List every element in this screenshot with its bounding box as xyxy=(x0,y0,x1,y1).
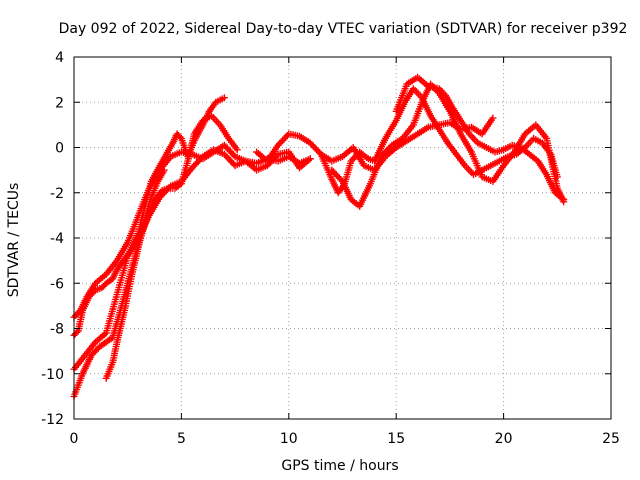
y-tick-label: -8 xyxy=(50,322,64,338)
x-axis-label: GPS time / hours xyxy=(281,458,398,474)
series-5 xyxy=(102,166,168,382)
x-tick-label: 5 xyxy=(177,431,186,447)
y-axis-label: SDTVAR / TECUs xyxy=(6,183,22,298)
y-tick-label: -6 xyxy=(50,276,64,292)
x-tick-label: 0 xyxy=(70,431,79,447)
y-tick-label: 2 xyxy=(55,95,64,111)
series-markers xyxy=(392,73,568,203)
series-8 xyxy=(328,80,568,210)
plot-border xyxy=(73,56,612,420)
series-9 xyxy=(392,73,568,203)
series-markers xyxy=(102,166,168,382)
x-tick-label: 15 xyxy=(387,431,405,447)
chart-title: Day 092 of 2022, Sidereal Day-to-day VTE… xyxy=(59,21,628,37)
axes xyxy=(73,56,612,420)
grid xyxy=(74,57,611,419)
x-tick-label: 20 xyxy=(495,431,513,447)
x-tick-label: 10 xyxy=(280,431,298,447)
series-markers xyxy=(328,80,568,210)
y-tick-label: -10 xyxy=(41,367,64,383)
x-tick-label: 25 xyxy=(602,431,620,447)
y-tick-label: 4 xyxy=(55,50,64,66)
y-tick-label: 0 xyxy=(55,141,64,157)
series-7 xyxy=(317,85,561,197)
y-tick-label: -2 xyxy=(50,186,64,202)
y-tick-label: -12 xyxy=(41,412,64,428)
series-markers xyxy=(317,85,561,197)
y-tick-label: -4 xyxy=(50,231,64,247)
